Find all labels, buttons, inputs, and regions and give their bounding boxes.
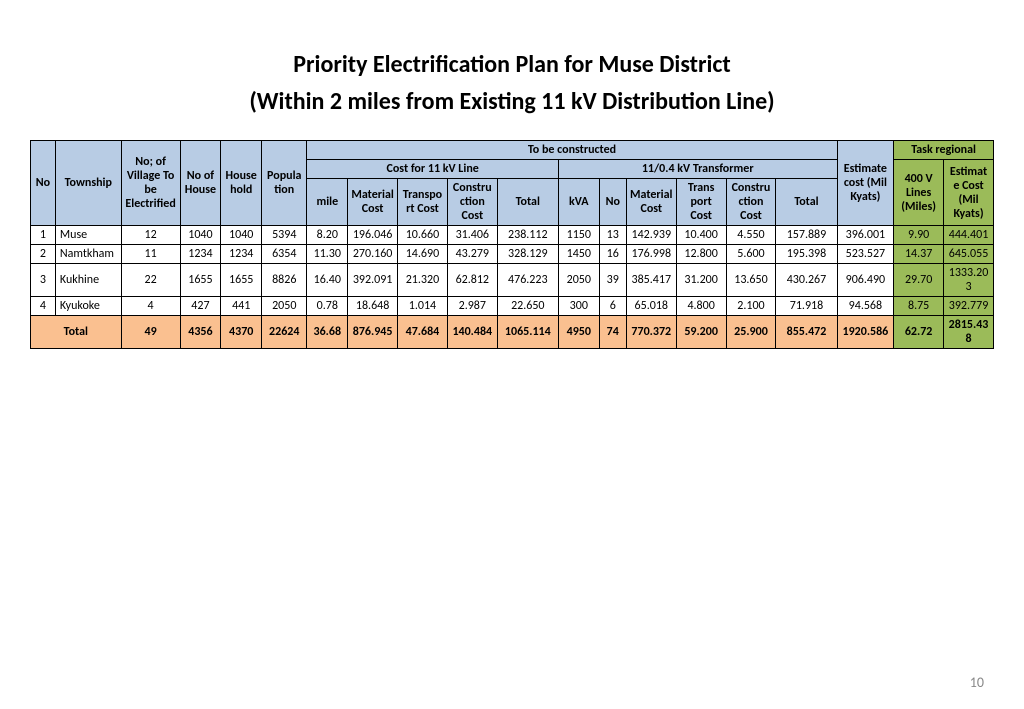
title-line-2: (Within 2 miles from Existing 11 kV Dist… bbox=[30, 87, 994, 116]
col-township: Township bbox=[55, 141, 121, 226]
title-line-1: Priority Electrification Plan for Muse D… bbox=[30, 50, 994, 79]
col-task-regional: Task regional bbox=[894, 141, 994, 160]
table-row: 2Namtkham1112341234635411.30270.16014.69… bbox=[31, 245, 994, 264]
col-tmat: Material Cost bbox=[626, 179, 676, 226]
col-tcon: Constru ction Cost bbox=[726, 179, 776, 226]
table-row: 1Muse121040104053948.20196.04610.66031.4… bbox=[31, 226, 994, 245]
col-population: Population bbox=[262, 141, 307, 226]
electrification-table: No Township No; of Village To be Electri… bbox=[30, 140, 994, 349]
col-kva: kVA bbox=[558, 179, 599, 226]
page-number: 10 bbox=[970, 674, 984, 691]
col-village: No; of Village To be Electrified bbox=[121, 141, 180, 226]
col-ttotal: Total bbox=[776, 179, 837, 226]
col-400v: 400 V Lines (Miles) bbox=[894, 160, 944, 226]
col-total: Total bbox=[497, 179, 558, 226]
col-tno: No bbox=[599, 179, 626, 226]
col-mile: mile bbox=[307, 179, 348, 226]
col-mat: Material Cost bbox=[348, 179, 398, 226]
col-no: No bbox=[31, 141, 56, 226]
col-task-est: Estimate Cost (Mil Kyats) bbox=[944, 160, 994, 226]
col-con: Constru ction Cost bbox=[447, 179, 497, 226]
col-household: Household bbox=[221, 141, 262, 226]
col-house: No of House bbox=[180, 141, 221, 226]
total-row: Total49435643702262436.68876.94547.68414… bbox=[31, 316, 994, 349]
table-body: 1Muse121040104053948.20196.04610.66031.4… bbox=[31, 226, 994, 349]
table-row: 3Kukhine2216551655882616.40392.09121.320… bbox=[31, 264, 994, 297]
col-trans: Transport Cost bbox=[398, 179, 448, 226]
col-constructed: To be constructed bbox=[307, 141, 837, 160]
col-ttrans: Trans port Cost bbox=[676, 179, 726, 226]
col-estimate: Estimate cost (Mil Kyats) bbox=[837, 141, 894, 226]
col-transformer: 11/0.4 kV Transformer bbox=[558, 160, 837, 179]
col-cost-11kv: Cost for 11 kV Line bbox=[307, 160, 558, 179]
table-row: 4Kyukoke442744120500.7818.6481.0142.9872… bbox=[31, 297, 994, 316]
